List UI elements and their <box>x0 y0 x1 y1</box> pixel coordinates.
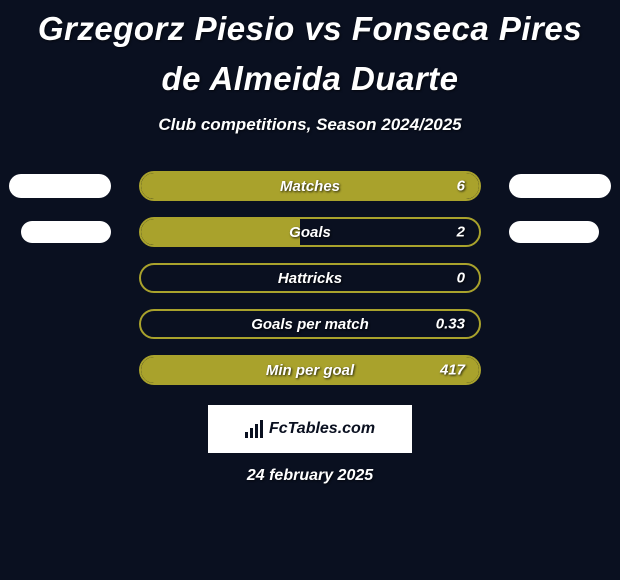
stat-pill: Matches 6 <box>139 171 481 201</box>
stat-label: Goals <box>289 224 331 241</box>
stat-row: Matches 6 <box>0 171 620 201</box>
bar-chart-icon <box>245 420 263 438</box>
stat-row: Hattricks 0 <box>0 263 620 293</box>
stat-value: 0.33 <box>436 316 465 333</box>
subtitle: Club competitions, Season 2024/2025 <box>0 115 620 135</box>
stat-label: Hattricks <box>278 270 342 287</box>
brand-name: FcTables.com <box>269 420 375 438</box>
stat-row: Goals per match 0.33 <box>0 309 620 339</box>
page-title: Grzegorz Piesio vs Fonseca Pires de Alme… <box>0 4 620 103</box>
stat-pill: Min per goal 417 <box>139 355 481 385</box>
stat-label: Goals per match <box>251 316 369 333</box>
stat-label: Matches <box>280 178 340 195</box>
right-value-pill <box>509 221 599 243</box>
left-value-pill <box>21 221 111 243</box>
right-value-pill <box>509 174 611 198</box>
stat-value: 6 <box>457 178 465 195</box>
stat-value: 417 <box>440 362 465 379</box>
brand-card: FcTables.com <box>208 405 412 453</box>
comparison-card: Grzegorz Piesio vs Fonseca Pires de Alme… <box>0 0 620 580</box>
stat-row: Min per goal 417 <box>0 355 620 385</box>
stat-row: Goals 2 <box>0 217 620 247</box>
stat-label: Min per goal <box>266 362 354 379</box>
stat-value: 0 <box>457 270 465 287</box>
stat-fill <box>141 219 300 245</box>
date-text: 24 february 2025 <box>0 467 620 485</box>
stat-pill: Goals 2 <box>139 217 481 247</box>
stat-pill: Goals per match 0.33 <box>139 309 481 339</box>
left-value-pill <box>9 174 111 198</box>
stat-pill: Hattricks 0 <box>139 263 481 293</box>
stat-value: 2 <box>457 224 465 241</box>
stat-rows: Matches 6 Goals 2 Hattricks 0 Goals per match 0… <box>0 171 620 385</box>
